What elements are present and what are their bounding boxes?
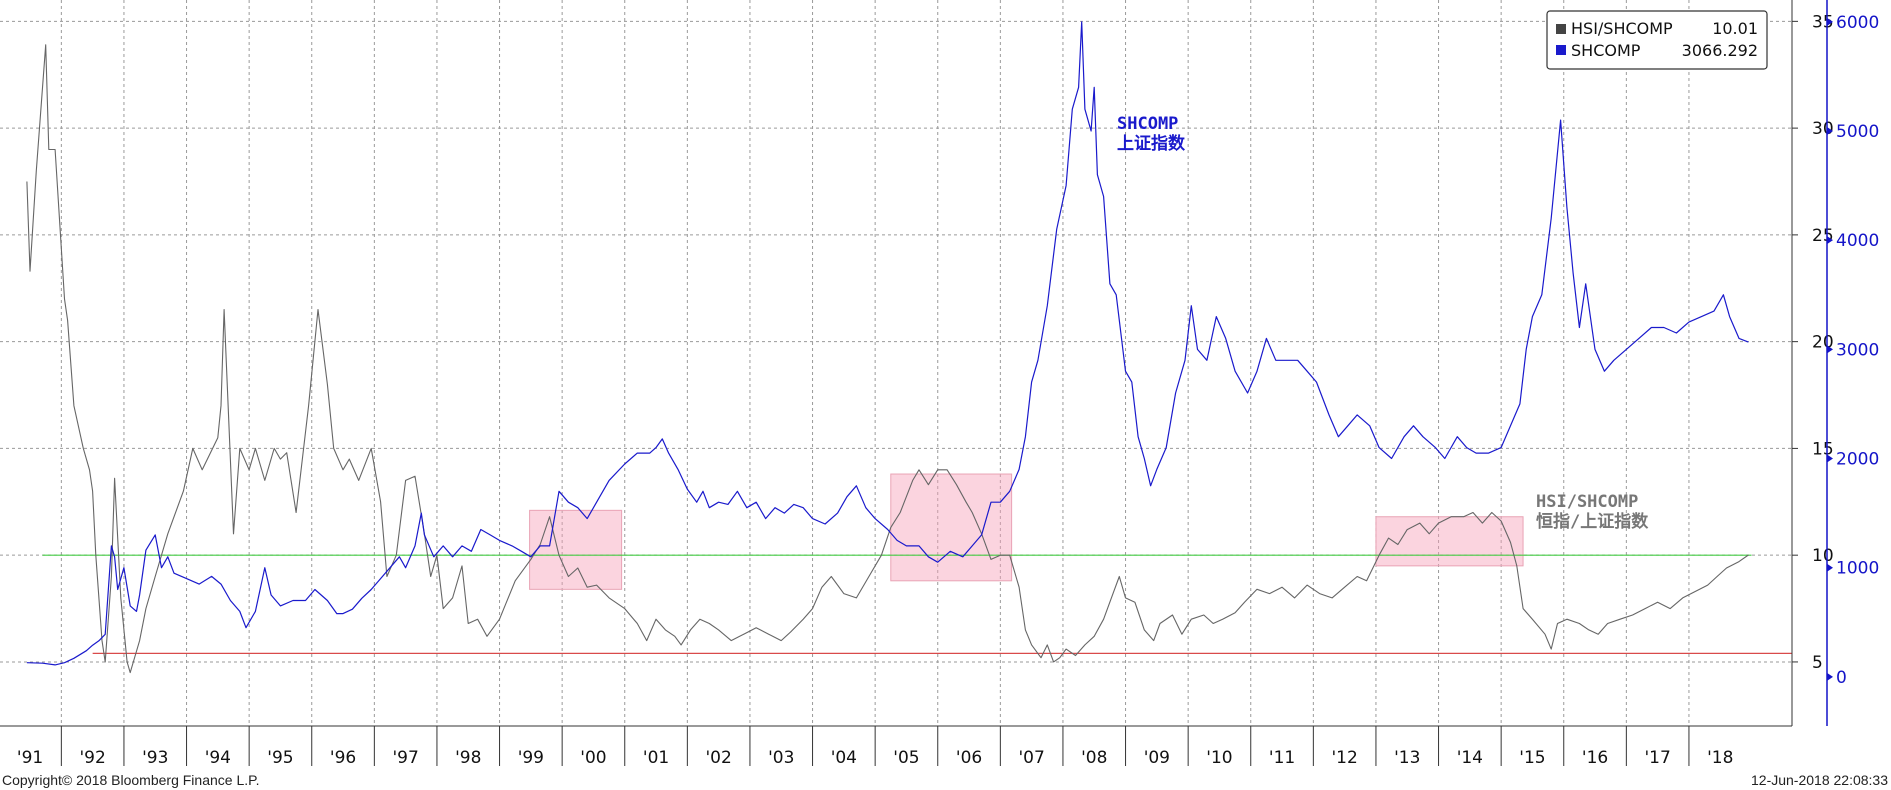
x-tick-label: '96 — [330, 748, 356, 768]
legend-value-ratio: 10.01 — [1712, 19, 1758, 38]
x-tick-label: '11 — [1269, 748, 1295, 768]
x-tick-label: '09 — [1144, 748, 1170, 768]
axes: '91 '92 '93 '94 '95 '96 '97 '98 '99 '00 '01 '02 '03 '… — [0, 0, 1879, 768]
annotation-ratio-line: HSI/SHCOMP — [1536, 492, 1638, 512]
x-tick-label: '02 — [705, 748, 731, 768]
series-lines — [26, 21, 1749, 674]
ratio-tick-label: 5 — [1812, 653, 1823, 673]
annotation-shcomp-line: 上证指数 — [1117, 133, 1186, 154]
legend-swatch-shcomp — [1556, 45, 1566, 55]
annotation-shcomp-line: SHCOMP — [1117, 114, 1178, 134]
x-tick-label: '91 — [17, 748, 43, 768]
x-tick-label: '05 — [893, 748, 919, 768]
x-tick-label: '14 — [1457, 748, 1483, 768]
legend-swatch-ratio — [1556, 24, 1566, 34]
index-tick-label: 3000 — [1836, 340, 1879, 360]
x-tick-label: '00 — [580, 748, 606, 768]
x-tick-label: '15 — [1519, 748, 1545, 768]
x-tick-label: '18 — [1707, 748, 1733, 768]
x-tick-label: '94 — [205, 748, 231, 768]
legend-frame — [1546, 10, 1768, 70]
grid-lines — [0, 0, 1792, 726]
index-tick-label: 5000 — [1836, 122, 1879, 142]
x-tick-label: '99 — [518, 748, 544, 768]
index-tick-marker — [1827, 345, 1833, 354]
x-tick-label: '97 — [392, 748, 418, 768]
index-tick-label: 0 — [1836, 668, 1847, 688]
x-tick-label: '93 — [142, 748, 168, 768]
x-tick-label: '07 — [1018, 748, 1044, 768]
index-tick-marker — [1827, 563, 1833, 572]
x-tick-label: '92 — [79, 748, 105, 768]
index-tick-marker — [1827, 454, 1833, 463]
legend-label-shcomp: SHCOMP — [1571, 41, 1641, 60]
ratio-tick-label: 25 — [1812, 226, 1834, 246]
x-tick-label: '10 — [1206, 748, 1232, 768]
ratio-tick-label: 10 — [1812, 546, 1834, 566]
highlight-box — [529, 509, 623, 590]
highlight-box — [890, 473, 1013, 582]
ratio-tick-label: 15 — [1812, 439, 1834, 459]
legend-value-shcomp: 3066.292 — [1682, 41, 1758, 60]
series-line-hsi-shcomp — [26, 44, 1749, 674]
legend-label-ratio: HSI/SHCOMP — [1571, 19, 1673, 38]
timestamp-text: 12-Jun-2018 22:08:33 — [1751, 772, 1888, 788]
x-tick-label: '95 — [267, 748, 293, 768]
index-tick-marker — [1827, 236, 1833, 245]
x-tick-label: '08 — [1081, 748, 1107, 768]
copyright-text: Copyright© 2018 Bloomberg Finance L.P. — [2, 772, 260, 788]
index-tick-label: 2000 — [1836, 450, 1879, 470]
index-tick-label: 6000 — [1836, 13, 1879, 33]
highlight-boxes — [529, 473, 1524, 590]
x-tick-label: '13 — [1394, 748, 1420, 768]
series-line-shcomp — [26, 21, 1749, 666]
x-tick-label: '12 — [1331, 748, 1357, 768]
x-tick-label: '06 — [956, 748, 982, 768]
x-tick-label: '01 — [643, 748, 669, 768]
index-tick-marker — [1827, 127, 1833, 136]
x-tick-label: '98 — [455, 748, 481, 768]
index-tick-marker — [1827, 17, 1833, 26]
index-tick-label: 1000 — [1836, 559, 1879, 579]
index-tick-label: 4000 — [1836, 231, 1879, 251]
reference-lines — [42, 554, 1792, 655]
x-tick-label: '17 — [1644, 748, 1670, 768]
ratio-tick-label: 35 — [1812, 12, 1834, 32]
highlight-box — [1375, 516, 1524, 567]
index-tick-marker — [1827, 672, 1833, 681]
x-tick-label: '04 — [831, 748, 857, 768]
x-tick-label: '16 — [1582, 748, 1608, 768]
legend: HSI/SHCOMP 10.01 SHCOMP 3066.292 — [1546, 10, 1768, 70]
ratio-tick-label: 30 — [1812, 119, 1834, 139]
x-tick-label: '03 — [768, 748, 794, 768]
annotation-ratio-line: 恒指/上证指数 — [1536, 511, 1649, 532]
